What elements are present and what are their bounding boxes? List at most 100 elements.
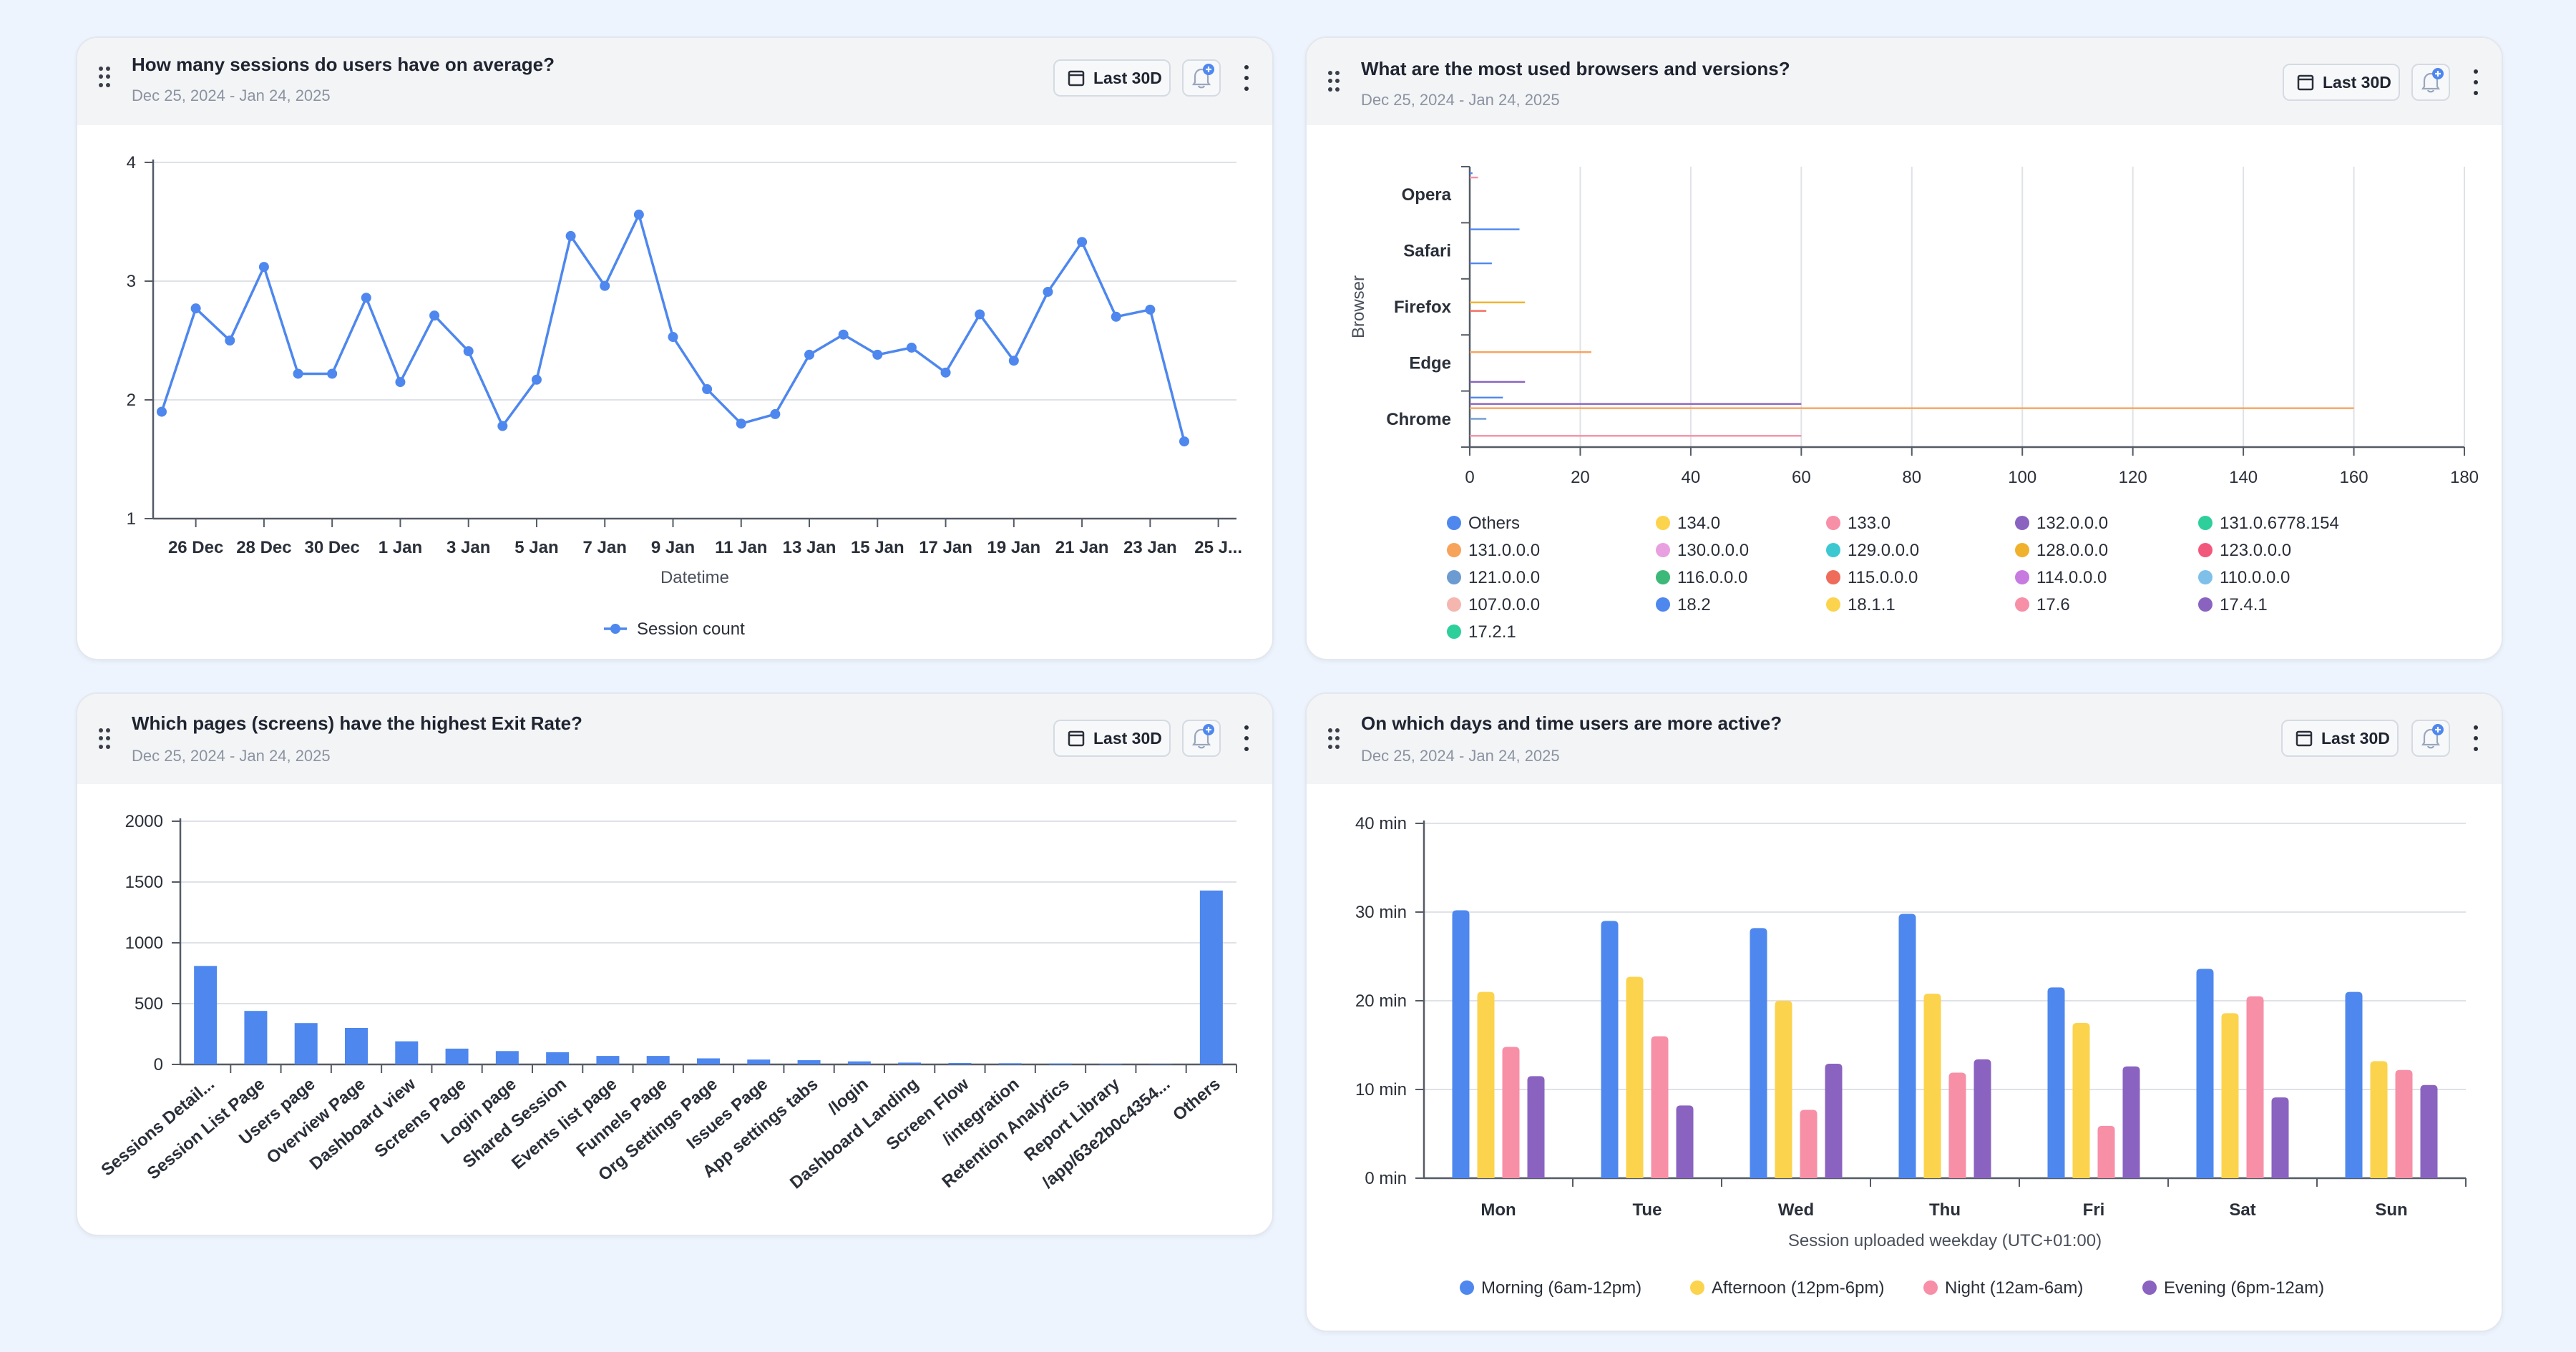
range-label: Last 30D [1093, 68, 1162, 87]
bar-chrome [1470, 403, 1802, 405]
legend-label: 114.0.0.0 [2036, 568, 2107, 587]
card-sessions-average: How many sessions do users have on avera… [76, 36, 1274, 660]
exit-rate-bar [395, 1041, 419, 1064]
legend-marker [1447, 597, 1461, 612]
legend-marker [1656, 516, 1670, 530]
x-axis-title: Session uploaded weekday (UTC+01:00) [1788, 1231, 2102, 1250]
card-date-range: Dec 25, 2024 - Jan 24, 2025 [132, 747, 331, 765]
bar-opera [1470, 176, 1478, 179]
legend-marker [2015, 570, 2029, 584]
x-tick-label: 80 [1902, 468, 1921, 487]
x-tick-label: 13 Jan [783, 538, 836, 557]
calendar-icon [2297, 74, 2314, 91]
legend-label: 17.6 [2036, 595, 2070, 614]
data-point [157, 406, 167, 417]
x-tick-label: 100 [2008, 468, 2036, 487]
drag-handle-icon[interactable] [1328, 71, 1340, 92]
y-tick-label: 4 [127, 153, 136, 172]
bell-plus-icon [1191, 64, 1214, 89]
data-point [463, 346, 474, 356]
bar-chrome [1470, 407, 2354, 409]
exit-rate-bar [998, 1063, 1022, 1064]
exit-rate-bar [596, 1056, 620, 1064]
legend-marker [1826, 543, 1840, 557]
drag-handle-icon[interactable] [99, 728, 110, 750]
data-point [1077, 237, 1088, 248]
x-tick-label: 7 Jan [583, 538, 627, 557]
card-title: What are the most used browsers and vers… [1361, 58, 1790, 79]
card-date-range: Dec 25, 2024 - Jan 24, 2025 [1361, 91, 1560, 109]
bell-plus-icon [2421, 68, 2444, 93]
range-button[interactable]: Last 30D [2281, 720, 2399, 757]
bar-mon [1527, 1076, 1545, 1178]
x-tick-label: 28 Dec [236, 538, 291, 557]
bar-mon [1477, 991, 1495, 1178]
range-button[interactable]: Last 30D [1053, 720, 1171, 757]
legend-label: Afternoon (12pm-6pm) [1712, 1278, 1884, 1298]
bar-tue [1626, 976, 1644, 1178]
legend-label: 123.0.0.0 [2220, 541, 2291, 560]
data-point [600, 280, 610, 291]
y-tick-label: 10 min [1355, 1080, 1407, 1099]
card-title: How many sessions do users have on avera… [132, 54, 555, 75]
data-point [565, 230, 576, 241]
more-options-icon[interactable] [2472, 69, 2479, 95]
exit-rate-bar [294, 1023, 318, 1064]
alert-button[interactable] [1182, 720, 1221, 757]
x-tick-label: Mon [1480, 1200, 1516, 1220]
drag-handle-icon[interactable] [1328, 728, 1340, 750]
data-point [1043, 286, 1053, 297]
y-tick-label: Firefox [1394, 298, 1452, 317]
drag-handle-icon[interactable] [99, 67, 110, 88]
legend-label: 130.0.0.0 [1677, 541, 1749, 560]
legend-label: Session count [637, 619, 745, 639]
x-tick-label: 9 Jan [651, 538, 695, 557]
y-tick-label: 2000 [125, 812, 163, 831]
data-point [1111, 311, 1121, 322]
data-point [770, 408, 781, 419]
legend-label: 116.0.0.0 [1677, 568, 1747, 587]
bar-thu [1974, 1059, 1991, 1178]
bar-sat [2221, 1013, 2239, 1178]
card-title: On which days and time users are more ac… [1361, 712, 1782, 734]
card-header: What are the most used browsers and vers… [1307, 38, 2502, 125]
x-tick-label: 25 J... [1194, 538, 1242, 557]
alert-button[interactable] [1182, 59, 1221, 97]
more-options-icon[interactable] [1243, 65, 1250, 91]
range-button[interactable]: Last 30D [1053, 59, 1171, 97]
bar-chrome [1470, 435, 1802, 437]
bar-wed [1825, 1064, 1843, 1178]
alert-button[interactable] [2411, 720, 2450, 757]
legend-label: 18.1.1 [1848, 595, 1896, 614]
x-tick-label: 30 Dec [304, 538, 359, 557]
bar-safari [1470, 262, 1492, 265]
legend-marker [610, 624, 620, 634]
exit-rate-bar [445, 1048, 469, 1064]
bar-wed [1800, 1109, 1818, 1178]
card-header: On which days and time users are more ac… [1307, 694, 2502, 784]
bar-wed [1750, 928, 1767, 1178]
bar-fri [2097, 1125, 2115, 1178]
range-button[interactable]: Last 30D [2283, 64, 2400, 101]
range-label: Last 30D [2323, 72, 2391, 92]
alert-button[interactable] [2411, 64, 2450, 101]
more-options-icon[interactable] [1243, 725, 1250, 751]
more-options-icon[interactable] [2472, 725, 2479, 751]
y-tick-label: Opera [1402, 185, 1452, 205]
x-tick-label: 160 [2340, 468, 2368, 487]
legend-label: 121.0.0.0 [1468, 568, 1540, 587]
x-tick-label: 21 Jan [1055, 538, 1109, 557]
x-tick-label: 11 Jan [715, 538, 767, 557]
bar-thu [1898, 913, 1916, 1178]
bar-sun [2370, 1061, 2388, 1178]
x-tick-label: 60 [1792, 468, 1811, 487]
data-point [838, 329, 849, 340]
legend-marker [2015, 597, 2029, 612]
y-tick-label: 0 [154, 1055, 163, 1074]
exit-rate-bar [797, 1060, 821, 1064]
x-tick-label: Sat [2229, 1200, 2255, 1220]
bell-plus-icon [1191, 724, 1214, 749]
data-point [361, 293, 371, 303]
y-tick-label: 1500 [125, 873, 163, 892]
